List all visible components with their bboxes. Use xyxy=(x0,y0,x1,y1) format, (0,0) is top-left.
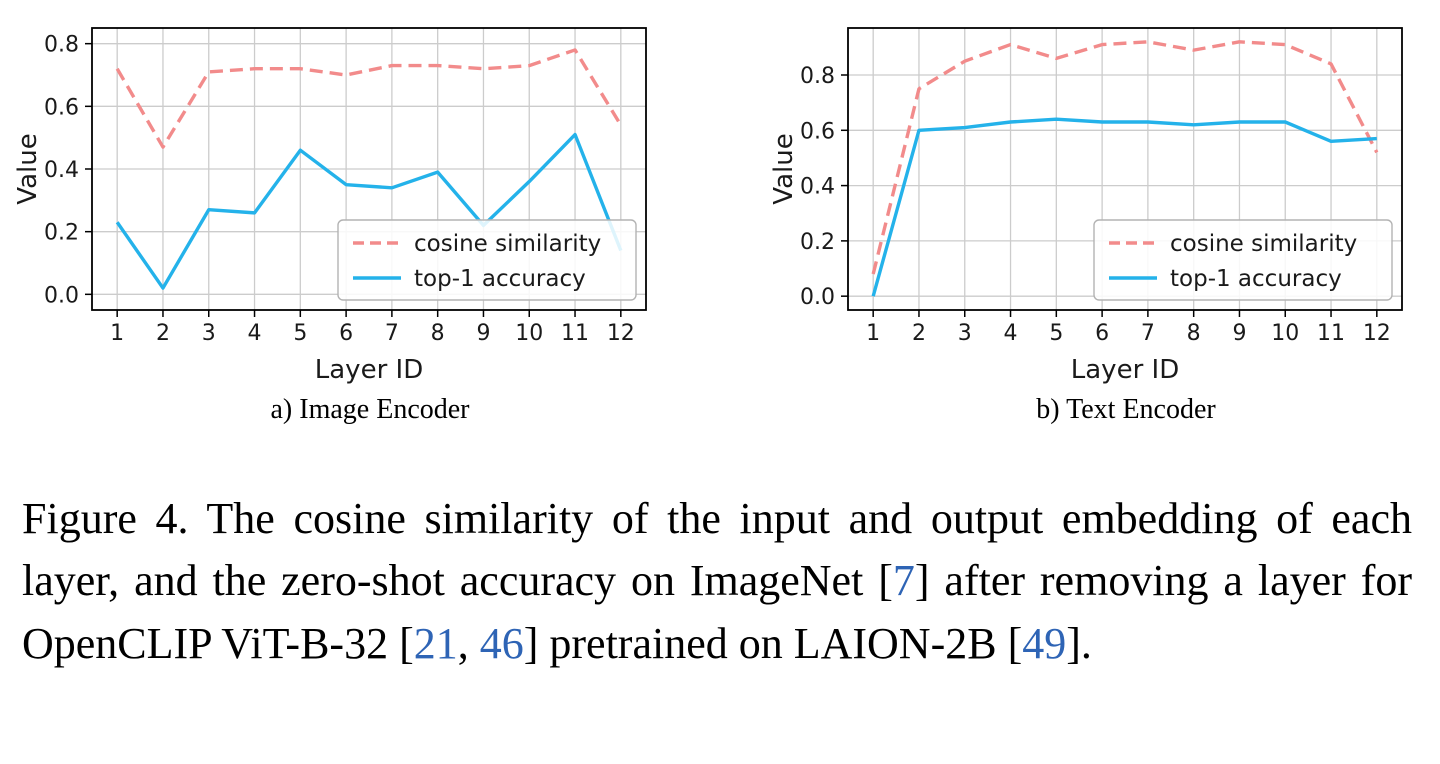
x-tick-label: 8 xyxy=(431,321,445,346)
top-1-accuracy-line xyxy=(871,117,1377,297)
x-tick-label: 3 xyxy=(958,321,972,346)
legend-label: top-1 accuracy xyxy=(1170,266,1342,292)
y-tick-label: 0.6 xyxy=(44,95,79,120)
citation-link[interactable]: 21 xyxy=(413,618,458,668)
y-tick-label: 0.6 xyxy=(800,119,835,144)
top-1-accuracy-line xyxy=(115,132,623,290)
caption-text: , xyxy=(457,618,480,668)
legend-box xyxy=(337,219,637,301)
y-tick-label: 0.0 xyxy=(800,285,835,310)
x-tick-label: 3 xyxy=(202,321,216,346)
x-tick-label: 12 xyxy=(1363,321,1391,346)
y-tick-label: 0.0 xyxy=(44,283,79,308)
y-tick-label: 0.4 xyxy=(800,175,835,200)
caption-text: ] after removing a layer for OpenCLIP Vi… xyxy=(22,556,1413,668)
x-tick-label: 6 xyxy=(339,321,353,346)
x-tick-label: 1 xyxy=(110,321,124,346)
x-axis-label: Layer ID xyxy=(315,355,423,385)
caption-text: Figure 4. The cosine similarity of the i… xyxy=(22,494,1412,606)
figure-caption: Figure 4. The cosine similarity of the i… xyxy=(22,488,1412,675)
subcaption-text-encoder: b) Text Encoder xyxy=(1036,394,1216,425)
x-tick-label: 10 xyxy=(1271,321,1299,346)
x-tick-label: 5 xyxy=(1049,321,1063,346)
citation-link[interactable]: 49 xyxy=(1022,618,1067,668)
legend-label: cosine similarity xyxy=(1170,231,1357,257)
y-tick-label: 0.8 xyxy=(44,33,79,58)
x-tick-label: 1 xyxy=(866,321,880,346)
x-tick-label: 2 xyxy=(156,321,170,346)
y-tick-label: 0.4 xyxy=(44,158,79,183)
x-tick-label: 9 xyxy=(476,321,490,346)
legend-box xyxy=(1093,219,1393,301)
x-tick-label: 8 xyxy=(1187,321,1201,346)
chart-panel-image-encoder: 1 2 3 4 5 6 7 8 9 10 11 12 0.0 0.2 0.4 0.6 0.8 Layer ID Va… xyxy=(14,14,662,426)
x-axis-label: Layer ID xyxy=(1071,355,1179,385)
x-tick-label: 2 xyxy=(912,321,926,346)
x-tick-label: 4 xyxy=(248,321,262,346)
legend-label: top-1 accuracy xyxy=(414,266,586,292)
x-tick-label: 4 xyxy=(1004,321,1018,346)
legend-label: cosine similarity xyxy=(414,231,601,257)
x-tick-label: 11 xyxy=(561,321,589,346)
caption-text: ]. xyxy=(1066,618,1092,668)
y-tick-label: 0.2 xyxy=(800,230,835,255)
cosine-similarity-line xyxy=(115,48,623,149)
charts-row: 1 2 3 4 5 6 7 8 9 10 11 12 0.0 0.2 0.4 0.6 0.8 Layer ID Va… xyxy=(14,14,1418,426)
x-tick-label: 12 xyxy=(607,321,635,346)
y-axis-label: Value xyxy=(14,133,43,204)
x-tick-label: 10 xyxy=(515,321,543,346)
x-tick-label: 11 xyxy=(1317,321,1345,346)
x-tick-label: 9 xyxy=(1232,321,1246,346)
cosine-similarity-line xyxy=(871,40,1379,275)
figure-4: 1 2 3 4 5 6 7 8 9 10 11 12 0.0 0.2 0.4 0.6 0.8 Layer ID Va… xyxy=(14,14,1418,675)
x-tick-label: 7 xyxy=(1141,321,1155,346)
citation-link[interactable]: 7 xyxy=(892,556,915,606)
y-tick-label: 0.8 xyxy=(800,64,835,89)
y-axis-label: Value xyxy=(770,133,799,204)
x-tick-label: 5 xyxy=(293,321,307,346)
x-tick-label: 7 xyxy=(385,321,399,346)
plot-border xyxy=(847,27,1403,311)
citation-link[interactable]: 46 xyxy=(479,618,524,668)
x-tick-label: 6 xyxy=(1095,321,1109,346)
subcaption-image-encoder: a) Image Encoder xyxy=(270,394,470,425)
caption-text: ] pretrained on LAION-2B [ xyxy=(523,618,1023,668)
y-tick-label: 0.2 xyxy=(44,221,79,246)
chart-panel-text-encoder: 1 2 3 4 5 6 7 8 9 10 11 12 0.0 0.2 0.4 0.6 0.8 Layer ID Va… xyxy=(770,14,1418,426)
